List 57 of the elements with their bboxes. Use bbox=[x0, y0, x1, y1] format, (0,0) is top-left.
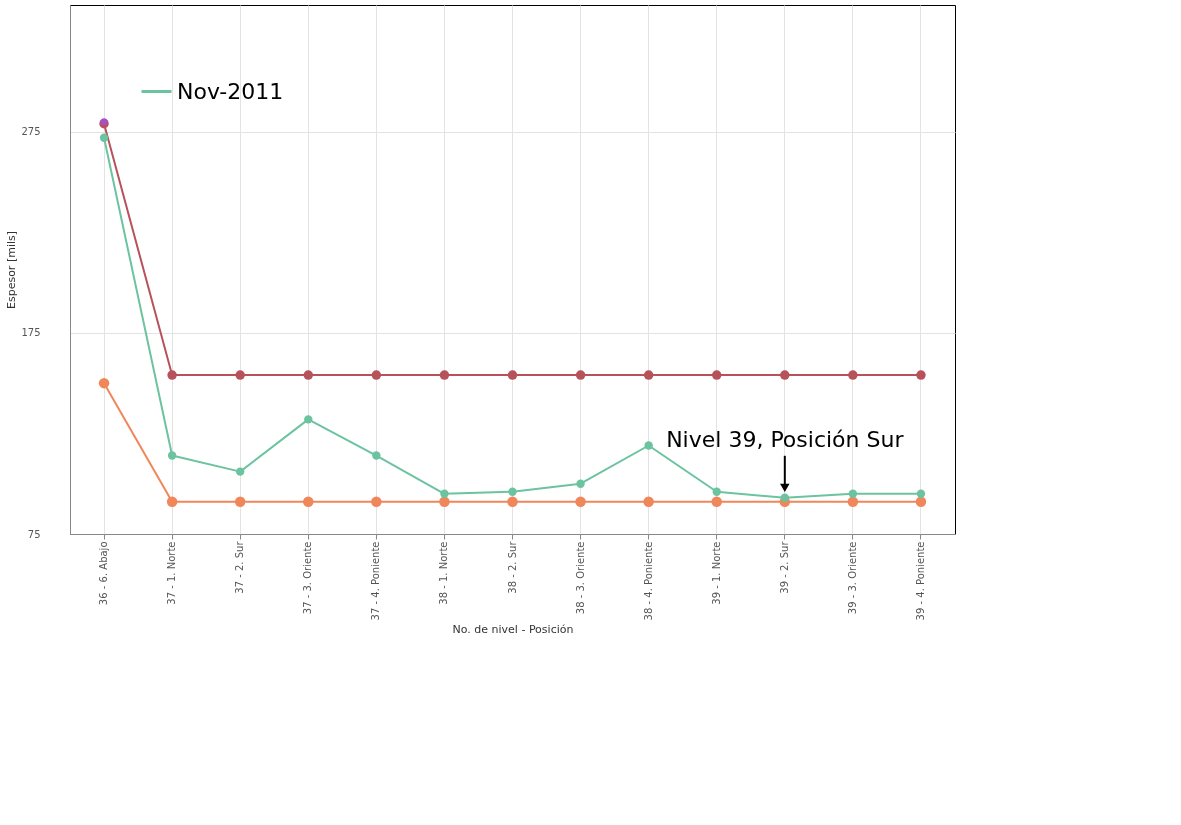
x-tick-label: 37 - 2. Sur bbox=[234, 540, 246, 594]
point bbox=[643, 370, 654, 380]
point bbox=[98, 377, 110, 389]
point bbox=[439, 496, 450, 508]
point bbox=[644, 441, 653, 450]
point bbox=[576, 479, 585, 488]
point bbox=[166, 496, 178, 508]
x-axis-title: No. de nivel - Posición bbox=[452, 623, 574, 637]
x-tick-label: 36 - 6. Abajo bbox=[98, 541, 110, 606]
point bbox=[99, 133, 109, 142]
point bbox=[507, 496, 518, 508]
point bbox=[575, 370, 586, 380]
x-tick-label: 37 - 1. Norte bbox=[166, 541, 178, 605]
point bbox=[235, 370, 245, 380]
point bbox=[372, 451, 381, 460]
point bbox=[711, 496, 722, 508]
x-tick-label: 37 - 3. Oriente bbox=[302, 541, 314, 615]
x-tick-label: 39 - 2. Sur bbox=[778, 540, 790, 594]
point bbox=[848, 370, 858, 380]
y-axis-title: Espesor [mils] bbox=[5, 230, 19, 310]
point bbox=[234, 496, 246, 508]
point bbox=[371, 496, 382, 508]
point bbox=[848, 489, 858, 498]
point bbox=[780, 370, 790, 380]
point bbox=[916, 370, 926, 380]
point bbox=[643, 496, 654, 508]
x-tick-label: 39 - 3. Oriente bbox=[846, 541, 858, 615]
point bbox=[711, 370, 722, 380]
x-tick-label: 38 - 4. Poniente bbox=[642, 541, 654, 621]
x-tick-label: 38 - 2. Sur bbox=[506, 540, 518, 594]
point bbox=[439, 370, 450, 380]
point bbox=[440, 489, 449, 498]
legend-label: Nov-2011 bbox=[177, 78, 284, 104]
x-tick-label: 39 - 1. Norte bbox=[710, 541, 722, 605]
x-tick-label: 37 - 4. Poniente bbox=[370, 541, 382, 621]
y-tick-label: 175 bbox=[21, 327, 41, 339]
y-tick-label: 75 bbox=[27, 528, 41, 540]
point bbox=[167, 370, 177, 380]
point bbox=[780, 493, 789, 502]
point bbox=[236, 467, 245, 476]
x-tick-label: 39 - 4. Poniente bbox=[914, 541, 926, 621]
point bbox=[507, 370, 518, 380]
point bbox=[167, 451, 177, 460]
point bbox=[575, 496, 586, 508]
x-tick-label: 38 - 1. Norte bbox=[438, 541, 450, 605]
point bbox=[847, 496, 859, 508]
point bbox=[916, 489, 926, 498]
annotation: Nivel 39, Posición Sur bbox=[666, 426, 905, 452]
point bbox=[304, 415, 313, 424]
y-tick-label: 275 bbox=[21, 126, 41, 138]
point bbox=[712, 487, 721, 496]
point bbox=[371, 370, 382, 380]
point bbox=[915, 496, 927, 508]
point bbox=[303, 496, 314, 508]
point bbox=[508, 487, 517, 496]
x-tick-label: 38 - 3. Oriente bbox=[574, 541, 586, 615]
point bbox=[303, 370, 314, 380]
